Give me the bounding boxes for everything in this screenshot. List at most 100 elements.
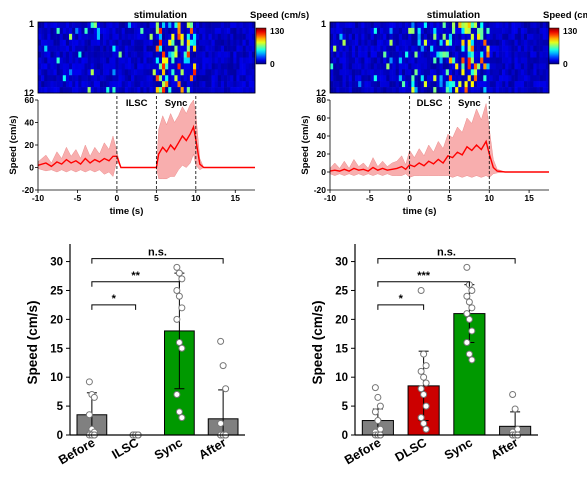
heatmap-cell (345, 75, 350, 82)
heatmap-cell (358, 39, 362, 46)
heatmap-cell (405, 75, 409, 82)
heatmap-cell (414, 63, 418, 70)
heatmap-cell (502, 69, 506, 76)
heatmap-cell (345, 22, 350, 29)
heatmap-cell (430, 22, 434, 29)
heatmap-cell (333, 51, 337, 58)
heatmap-cell (502, 33, 506, 41)
heatmap-cell (542, 69, 547, 76)
heatmap-cell (220, 33, 225, 41)
heatmap-cell (508, 33, 512, 41)
heatmap-cell (78, 45, 82, 52)
heatmap-cell (389, 75, 393, 82)
data-point (468, 304, 476, 312)
data-point (173, 286, 181, 294)
heatmap-cell (56, 63, 60, 70)
heatmap-cell (333, 22, 337, 29)
heatmap-cell (56, 39, 60, 46)
heatmap-cell (242, 27, 246, 35)
heatmap-cell (217, 81, 222, 88)
heatmap-cell (483, 87, 487, 94)
heatmap-cell (517, 75, 522, 82)
heatmap-cell (62, 57, 67, 64)
heatmap-cell (514, 27, 519, 35)
heatmap-cell (333, 63, 337, 70)
heatmap-cell (127, 57, 132, 64)
heatmap-cell (523, 63, 528, 70)
x-tick-label: 15 (231, 193, 241, 203)
heatmap-cell (96, 87, 101, 94)
heatmap-cell (333, 57, 337, 64)
heatmap-cell (124, 57, 129, 64)
heatmap-cell (408, 33, 412, 41)
heatmap-cell (87, 87, 91, 94)
heatmap-cell (146, 33, 150, 41)
heatmap-cell (248, 57, 253, 64)
heatmap-cell (426, 57, 431, 64)
heatmap-cell (140, 63, 144, 70)
heatmap-cell (56, 51, 60, 58)
heatmap-cell (455, 69, 459, 76)
heatmap-cell (430, 75, 434, 82)
heatmap-cell (193, 69, 197, 76)
heatmap-cell (536, 81, 540, 88)
heatmap-cell (69, 69, 73, 76)
heatmap-cell (115, 33, 119, 41)
heatmap-cell (251, 51, 256, 58)
heatmap-cell (239, 63, 243, 70)
heatmap-cell (227, 63, 231, 70)
heatmap-cell (473, 39, 478, 46)
heatmap-cell (417, 22, 422, 29)
heatmap-cell (455, 45, 459, 52)
data-point (422, 402, 430, 410)
heatmap-cell (442, 63, 447, 70)
heatmap-cell (455, 81, 459, 88)
heatmap-cell (370, 45, 375, 52)
heatmap-cell (442, 39, 447, 46)
heatmap-cell (193, 27, 197, 35)
heatmap-cell (214, 39, 219, 46)
heatmap-cell (100, 69, 104, 76)
heatmap-cell (523, 22, 528, 29)
heatmap-cell (392, 27, 396, 35)
heatmap-cell (523, 45, 528, 52)
heatmap-cell (177, 57, 181, 64)
heatmap-cell (461, 33, 465, 41)
heatmap-cell (93, 45, 98, 52)
heatmap-cell (38, 51, 42, 58)
heatmap-cell (358, 27, 362, 35)
heatmap-cell (470, 81, 475, 88)
heatmap-cell (358, 87, 362, 94)
heatmap-cell (127, 81, 132, 88)
heatmap-cell (436, 27, 440, 35)
heatmap-cell (140, 75, 144, 82)
heatmap-cell (245, 57, 250, 64)
heatmap-cell (414, 51, 418, 58)
heatmap-cell (224, 63, 228, 70)
heatmap-cell (214, 22, 219, 29)
heatmap-cell (146, 27, 150, 35)
heatmap-cell (527, 39, 531, 46)
heatmap-cell (461, 39, 465, 46)
heatmap-cell (248, 81, 253, 88)
heatmap-cell (78, 63, 82, 70)
heatmap-cell (523, 69, 528, 76)
heatmap-cell (423, 75, 428, 82)
heatmap-cell (251, 69, 256, 76)
heatmap-cell (230, 27, 234, 35)
heatmap-cell (103, 81, 107, 88)
heatmap-cell (208, 27, 212, 35)
heatmap-cell (168, 57, 172, 64)
heatmap-cell (248, 63, 253, 70)
heatmap-cell (505, 45, 509, 52)
heatmap-cell (448, 51, 453, 58)
y-tick-label: 60 (25, 95, 35, 105)
heatmap-cell (90, 45, 95, 52)
heatmap-cell (50, 27, 54, 35)
mean-speed-line (329, 139, 549, 173)
heatmap-cell (426, 27, 431, 35)
heatmap-cell (224, 33, 228, 41)
heatmap-cell (180, 33, 184, 41)
heatmap-cell (196, 51, 200, 58)
heatmap-cell (236, 33, 240, 41)
